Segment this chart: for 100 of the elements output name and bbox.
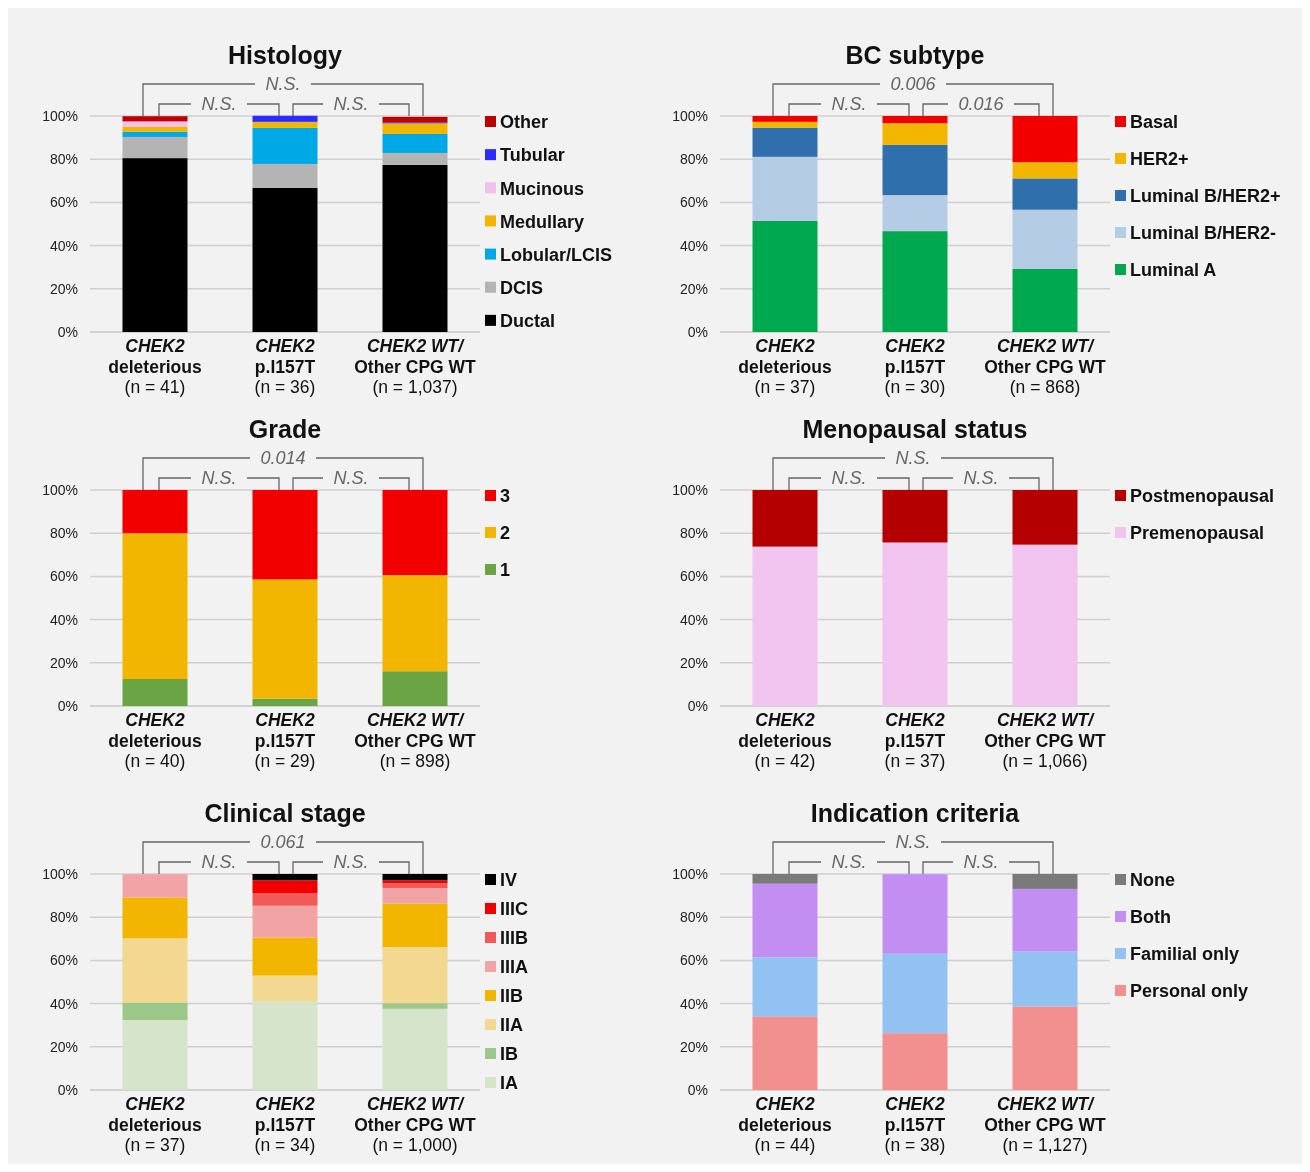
- bar: [1012, 1006, 1078, 1090]
- bar: [252, 893, 318, 906]
- x-tick-label: CHEK2 deleterious (n = 44): [738, 1094, 832, 1155]
- text: 0.061: [260, 832, 306, 853]
- x-tick-label: CHEK2 p.I157T (n = 29): [254, 710, 316, 771]
- text: N.S.: [333, 94, 369, 115]
- bar: [382, 880, 448, 884]
- y-tick-label: 60%: [49, 568, 78, 585]
- bar: [122, 126, 188, 132]
- bar: [252, 121, 318, 128]
- legend-label: Basal: [1130, 112, 1179, 133]
- chart-title: Clinical stage: [204, 799, 366, 827]
- bar: [382, 133, 448, 153]
- x-tick-label: CHEK2 WT/ Other CPG WT (n = 868): [984, 336, 1107, 397]
- bar: [882, 195, 948, 232]
- bar: [882, 1033, 948, 1090]
- bar: [882, 123, 948, 145]
- bar: [752, 874, 818, 884]
- bar: [752, 1016, 818, 1090]
- x-tick-label: CHEK2 p.I157T (n = 30): [884, 336, 946, 397]
- text: N.S.: [201, 468, 237, 489]
- legend-label: IV: [500, 870, 518, 891]
- y-tick-label: 80%: [679, 151, 708, 168]
- bar: [252, 163, 318, 188]
- bar: [382, 490, 448, 576]
- y-tick-label: 60%: [679, 194, 708, 211]
- y-tick-label: 40%: [49, 611, 78, 628]
- bar: [882, 874, 948, 954]
- legend-label: IIIC: [500, 899, 529, 920]
- bar: [252, 187, 318, 332]
- text: N.S.: [831, 852, 867, 873]
- x-tick-label: CHEK2 WT/ Other CPG WT (n = 1,066): [984, 710, 1107, 771]
- bar: [122, 874, 188, 898]
- bar: [252, 880, 318, 894]
- legend-label: Premenopausal: [1130, 523, 1265, 544]
- chart-title: Indication criteria: [810, 799, 1021, 827]
- x-tick-label: CHEK2 p.I157T (n = 37): [884, 710, 946, 771]
- y-tick-label: 100%: [672, 107, 708, 124]
- text: 0.016: [958, 94, 1005, 115]
- bar: [252, 490, 318, 580]
- y-tick-label: 60%: [679, 952, 708, 969]
- text: N.S.: [201, 94, 237, 115]
- y-tick-label: 40%: [49, 237, 78, 254]
- bar: [252, 937, 318, 976]
- bar: [752, 156, 818, 221]
- bar: [752, 127, 818, 157]
- bar: [122, 136, 188, 159]
- y-tick-label: 0%: [57, 323, 78, 340]
- bar: [882, 542, 948, 706]
- bar: [382, 123, 448, 134]
- bar: [122, 1002, 188, 1021]
- text: N.S.: [831, 468, 867, 489]
- bar: [1012, 888, 1078, 952]
- legend-label: Personal only: [1130, 981, 1249, 1002]
- y-tick-label: 20%: [679, 280, 708, 297]
- bar: [382, 152, 448, 165]
- bar: [1012, 951, 1078, 1007]
- legend-label: DCIS: [500, 278, 544, 299]
- chart-title: BC subtype: [845, 41, 985, 69]
- legend-label: 3: [500, 486, 511, 507]
- bar: [752, 957, 818, 1017]
- bar: [1012, 162, 1078, 179]
- bar: [122, 679, 188, 706]
- legend-label: Both: [1130, 907, 1171, 928]
- bar: [1012, 268, 1078, 332]
- bar: [752, 220, 818, 332]
- bar: [1012, 874, 1078, 889]
- bar: [252, 579, 318, 699]
- bar: [882, 116, 948, 124]
- bar: [252, 905, 318, 938]
- bar: [382, 888, 448, 904]
- x-tick-label: CHEK2 WT/ Other CPG WT (n = 1,127): [984, 1094, 1107, 1155]
- bar: [382, 1003, 448, 1009]
- bar: [752, 121, 818, 128]
- bar: [382, 671, 448, 706]
- y-tick-label: 0%: [687, 697, 708, 714]
- y-tick-label: 40%: [679, 237, 708, 254]
- bar: [382, 903, 448, 948]
- y-tick-label: 80%: [49, 525, 78, 542]
- bar: [752, 490, 818, 547]
- bar: [882, 144, 948, 196]
- x-tick-label: CHEK2 WT/ Other CPG WT (n = 1,037): [354, 336, 477, 397]
- y-tick-label: 100%: [672, 865, 708, 882]
- legend-label: IIIA: [500, 957, 529, 978]
- legend-label: 2: [500, 523, 511, 544]
- text: N.S.: [963, 852, 999, 873]
- y-tick-label: 60%: [679, 568, 708, 585]
- legend-label: None: [1130, 870, 1175, 891]
- bar: [122, 158, 188, 332]
- text: N.S.: [831, 94, 867, 115]
- bar: [122, 121, 188, 127]
- text: N.S.: [333, 852, 369, 873]
- x-tick-label: CHEK2 deleterious (n = 41): [108, 336, 202, 397]
- legend-label: Luminal B/HER2-: [1130, 223, 1277, 244]
- y-tick-label: 0%: [57, 697, 78, 714]
- bar: [382, 116, 448, 123]
- bar: [252, 115, 318, 122]
- x-tick-label: CHEK2 p.I157T (n = 34): [254, 1094, 316, 1155]
- legend-label: Tubular: [500, 145, 565, 166]
- y-tick-label: 20%: [49, 280, 78, 297]
